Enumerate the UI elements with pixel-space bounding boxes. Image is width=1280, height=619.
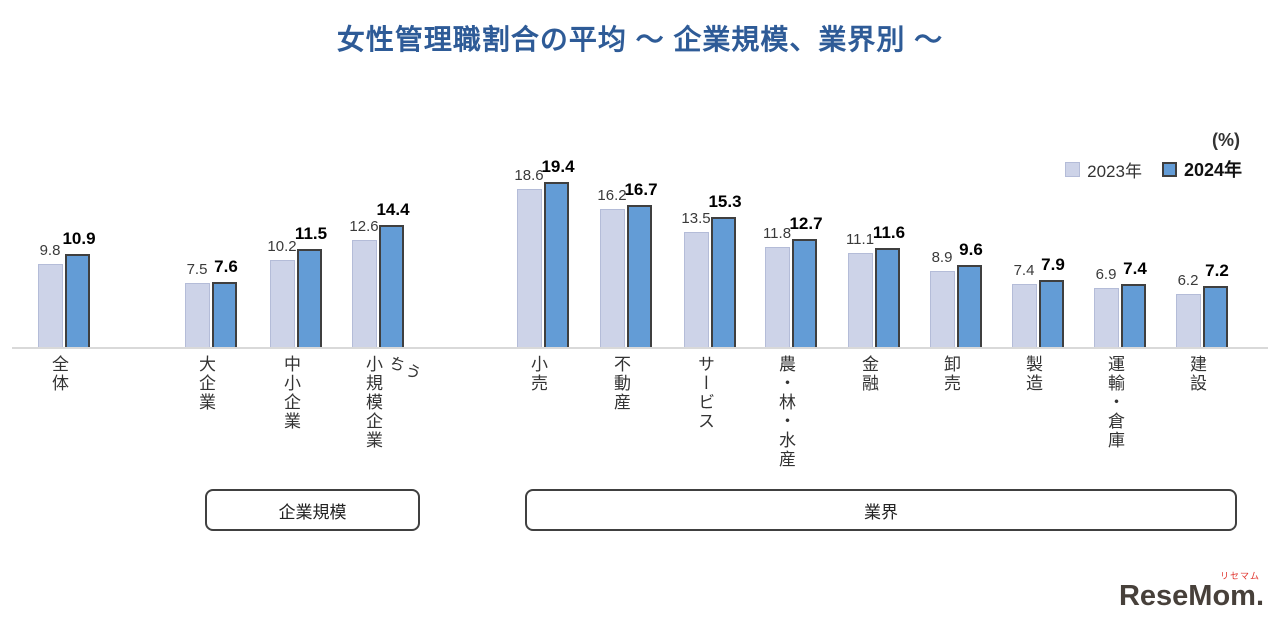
bar-2024: [875, 248, 900, 347]
bar-2024: [627, 205, 652, 347]
bar-2023: [684, 232, 709, 347]
legend-label-2023: 2023年: [1087, 161, 1142, 181]
bar-2023: [352, 240, 377, 347]
category-label: 農・林・水産: [776, 355, 795, 469]
value-label-2023: 7.5: [186, 261, 208, 278]
value-label-2023: 13.5: [681, 210, 711, 227]
legend: 2023年 2024年: [1065, 156, 1242, 182]
bar-2023: [600, 209, 625, 347]
bar-2024: [711, 217, 736, 347]
bar-2024: [297, 249, 322, 347]
value-label-2023: 12.6: [349, 218, 379, 235]
value-label-2024: 15.3: [708, 192, 742, 211]
category-label: 製造: [1023, 355, 1042, 393]
bar-2023: [765, 247, 790, 347]
value-label-2024: 11.5: [294, 224, 328, 243]
size-group-box: 企業規模: [205, 489, 420, 531]
category-label: 小規模企業: [363, 355, 382, 450]
value-label-2024: 14.4: [376, 200, 410, 219]
value-label-2023: 6.9: [1095, 266, 1117, 283]
value-label-2024: 7.9: [1041, 255, 1065, 274]
bar-2023: [517, 189, 542, 347]
unit-label: (%): [1212, 130, 1240, 150]
bar-2024: [957, 265, 982, 347]
category-label: 金融: [859, 355, 878, 393]
legend-swatch-2024: [1161, 161, 1177, 177]
bar-2023: [1094, 288, 1119, 347]
value-label-2023: 6.2: [1177, 272, 1199, 289]
category-label: 中小企業: [281, 355, 300, 431]
bar-2024: [212, 282, 237, 347]
chart-title: 女性管理職割合の平均 ～ 企業規模、業界別 ～: [336, 24, 944, 55]
value-label-2024: 10.9: [62, 229, 96, 248]
value-label-2024: 16.7: [624, 180, 658, 199]
bar-2024: [792, 239, 817, 347]
value-label-2023: 7.4: [1013, 262, 1035, 279]
resemom-logo: リセマム ReseMom.: [1119, 572, 1264, 611]
bar-2023: [185, 283, 210, 347]
value-label-2024: 9.6: [959, 240, 983, 259]
bar-2023: [1012, 284, 1037, 347]
value-label-2024: 7.4: [1123, 259, 1147, 278]
bar-2024: [544, 182, 569, 347]
size-group-label: 企業規模: [278, 502, 347, 522]
value-label-2024: 19.4: [541, 157, 575, 176]
x-axis-line: [12, 347, 1268, 349]
legend-item-2024: 2024年: [1161, 156, 1242, 182]
value-label-2023: 9.8: [39, 242, 61, 259]
category-label: 不動産: [611, 355, 630, 412]
bar-2024: [1039, 280, 1064, 347]
value-label-2024: 7.6: [214, 257, 238, 276]
bar-2024: [1121, 284, 1146, 347]
value-label-2023: 18.6: [514, 167, 544, 184]
value-label-2024: 11.6: [872, 223, 906, 242]
category-label: 大企業: [196, 355, 215, 412]
category-label: 卸売: [941, 355, 960, 393]
category-label-prefix: うち: [383, 351, 423, 383]
bar-2024: [65, 254, 90, 347]
value-label-2024: 7.2: [1205, 261, 1229, 280]
bar-2023: [848, 253, 873, 347]
value-label-2023: 16.2: [597, 187, 627, 204]
bar-2024: [379, 225, 404, 347]
category-label: 建設: [1187, 355, 1206, 393]
industry-group-label: 業界: [864, 502, 898, 522]
legend-label-2024: 2024年: [1183, 160, 1242, 180]
category-label: 全体: [49, 355, 68, 393]
bar-2023: [1176, 294, 1201, 347]
industry-group-box: 業界: [525, 489, 1237, 531]
bar-2023: [38, 264, 63, 347]
value-label-2023: 8.9: [931, 249, 953, 266]
resemom-logo-sub: リセマム: [1219, 571, 1260, 581]
bar-2023: [270, 260, 295, 347]
bar-2024: [1203, 286, 1228, 347]
value-label-2023: 10.2: [267, 238, 297, 255]
value-label-2024: 12.7: [789, 214, 823, 233]
resemom-logo-text: ReseMom.: [1118, 580, 1264, 612]
category-label: 運輸・倉庫: [1105, 355, 1124, 450]
value-label-2023: 11.8: [762, 225, 792, 242]
legend-swatch-2023: [1065, 161, 1081, 177]
category-label: サービス: [695, 355, 714, 431]
legend-item-2023: 2023年: [1065, 157, 1142, 182]
category-label: 小売: [528, 355, 547, 393]
value-label-2023: 11.1: [845, 231, 875, 248]
bar-2023: [930, 271, 955, 347]
